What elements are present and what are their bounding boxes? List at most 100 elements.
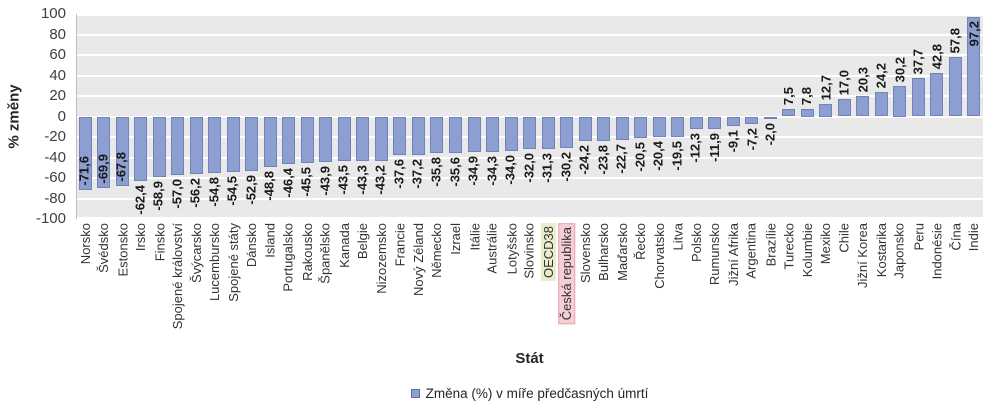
legend-marker-icon: [410, 389, 420, 398]
bar-value-label: 37,7: [910, 48, 926, 75]
y-tick-label: 60: [49, 46, 66, 63]
category-label: Polsko: [688, 223, 704, 263]
bar: [819, 103, 833, 117]
y-axis-line: [76, 14, 77, 219]
bar: [856, 95, 870, 117]
category-label: Peru: [911, 223, 927, 251]
category-label: Lucembursko: [207, 223, 223, 302]
bar-value-label: -45,5: [299, 167, 315, 197]
bar-value-label: -7,2: [744, 127, 759, 151]
category-label: Estonsko: [115, 223, 131, 277]
gridline: [76, 217, 983, 219]
bar: [319, 116, 333, 162]
category-label: Slovinsko: [521, 223, 537, 279]
category-label: Švédsko: [96, 223, 112, 273]
bar-value-label: 57,8: [947, 28, 963, 54]
bar: [634, 116, 648, 138]
y-tick-label: 40: [49, 66, 66, 84]
bar-value-label: -11,9: [706, 132, 722, 162]
bar: [782, 108, 796, 117]
bar: [171, 116, 185, 175]
bar: [597, 116, 610, 141]
category-label: Finsko: [152, 223, 168, 262]
gridline: [76, 197, 983, 200]
bar-value-label: -48,8: [262, 170, 278, 201]
y-tick-label: -80: [44, 189, 66, 207]
bar: [300, 116, 314, 164]
category-label: Řecko: [632, 223, 648, 260]
category-label: Jižní Korea: [855, 223, 871, 289]
category-label: Rakousko: [299, 223, 315, 281]
category-label: Čína: [948, 223, 964, 251]
bar-value-label: -34,3: [484, 155, 500, 186]
bar-value-label: -58,9: [150, 180, 166, 211]
category-label: Kanada: [336, 223, 352, 268]
bar: [837, 99, 851, 117]
category-label: Bulharsko: [595, 223, 611, 281]
category-label: Argentina: [743, 223, 759, 279]
gridline: [76, 14, 983, 16]
bar: [578, 116, 592, 142]
bar-value-label: -23,8: [595, 144, 611, 175]
bar-value-label: -24,2: [576, 145, 592, 175]
gridline: [76, 74, 983, 77]
bar-value-label: 20,3: [855, 66, 870, 92]
x-axis-title: Stát: [515, 350, 544, 367]
bar: [708, 116, 722, 129]
bar: [800, 108, 814, 117]
bar: [726, 116, 740, 126]
y-tick-label: -100: [35, 210, 66, 227]
bar: [689, 116, 703, 130]
bar: [449, 116, 462, 153]
bar-value-label: 97,2: [966, 20, 981, 47]
category-label: Rumunsko: [707, 223, 723, 286]
bar-value-label: -54,8: [206, 176, 222, 207]
category-label: Nizozemsko: [373, 223, 389, 294]
bar: [282, 116, 296, 165]
category-label: Norsko: [77, 223, 93, 265]
bar-value-label: -34,0: [502, 155, 518, 185]
y-tick-label: -40: [44, 148, 66, 166]
y-tick-label: -20: [44, 128, 66, 145]
bar-value-label: -54,5: [224, 176, 240, 207]
bar: [523, 116, 536, 150]
category-label: Chile: [836, 223, 852, 253]
y-tick-label: 0: [57, 107, 66, 125]
bar: [134, 116, 148, 181]
bar: [874, 91, 888, 117]
bar: [189, 116, 203, 175]
bar: [560, 116, 573, 148]
bar: [226, 116, 240, 173]
bar: [615, 116, 629, 140]
bar-value-label: -12,3: [687, 133, 703, 163]
bar-value-label: -20,4: [650, 141, 666, 172]
category-label: Island: [262, 223, 278, 258]
bar-value-label: 30,2: [892, 56, 907, 82]
legend-label: Změna (%) v míře předčasných úmrtí: [425, 386, 649, 401]
gridline: [76, 54, 983, 56]
category-label: Izrael: [447, 223, 463, 255]
bar-value-label: 12,7: [818, 74, 833, 100]
bar-value-label: -35,8: [428, 157, 444, 187]
bar: [745, 116, 759, 124]
legend: Změna (%) v míře předčasných úmrtí: [76, 386, 983, 401]
category-label: Česká republika: [558, 223, 576, 325]
bar-value-label: 17,0: [836, 70, 852, 96]
bar-value-label: -9,1: [725, 129, 741, 153]
bar-value-label: -52,9: [243, 174, 259, 205]
bar: [152, 116, 166, 177]
category-label: Německo: [429, 223, 445, 278]
category-label: Irsko: [133, 223, 149, 252]
y-tick-label: -60: [44, 169, 66, 186]
category-label: Turecko: [781, 223, 797, 270]
bar-value-label: -43,5: [336, 165, 352, 195]
gridline: [76, 156, 983, 159]
bar-value-label: -20,5: [632, 141, 648, 172]
category-label: Spojené státy: [225, 223, 241, 302]
bar: [486, 116, 499, 152]
bar: [374, 116, 388, 161]
y-tick-label: 20: [49, 87, 66, 104]
bar-value-label: -37,2: [410, 158, 426, 189]
bar: [337, 116, 351, 162]
gridline: [76, 95, 983, 97]
